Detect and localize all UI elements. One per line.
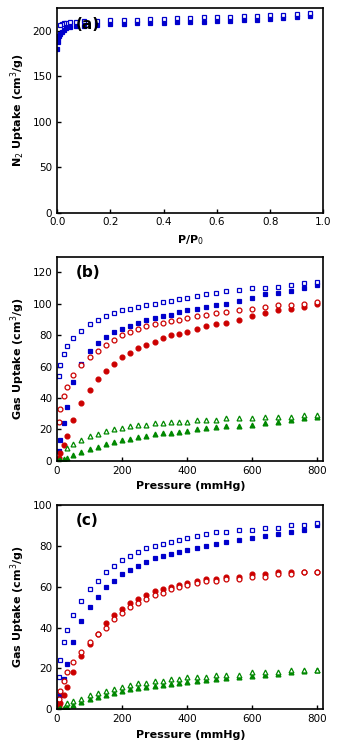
X-axis label: Pressure (mmHg): Pressure (mmHg) [136,729,245,740]
Text: (b): (b) [76,265,100,280]
Y-axis label: Gas Uptake (cm$^3$/g): Gas Uptake (cm$^3$/g) [8,298,27,420]
X-axis label: Pressure (mmHg): Pressure (mmHg) [136,481,245,491]
Y-axis label: Gas Uptake (cm$^3$/g): Gas Uptake (cm$^3$/g) [8,546,27,669]
Y-axis label: N$_2$ Uptake (cm$^3$/g): N$_2$ Uptake (cm$^3$/g) [8,53,27,168]
Text: (c): (c) [76,513,99,528]
X-axis label: P/P$_0$: P/P$_0$ [177,233,204,247]
Text: (a): (a) [76,16,100,31]
